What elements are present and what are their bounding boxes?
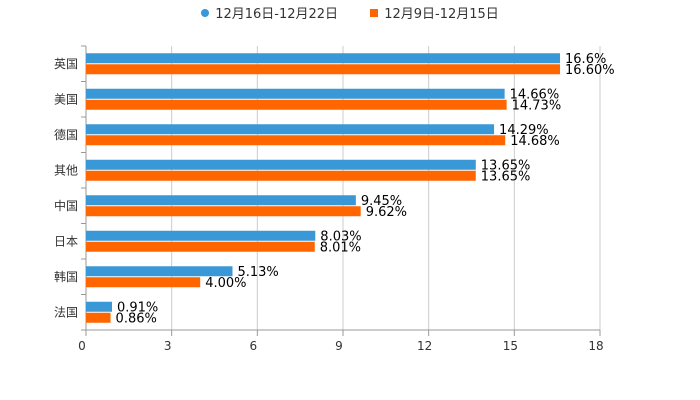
category-label: 英国: [54, 57, 78, 71]
data-label: 9.45%: [361, 194, 402, 209]
data-label: 14.66%: [510, 87, 560, 102]
bar-1: [86, 53, 561, 64]
category-label: 韩国: [54, 269, 78, 284]
bar-2: [86, 312, 111, 323]
data-label: 8.03%: [320, 229, 361, 244]
category-label: 其他: [54, 163, 78, 177]
bar-1: [86, 159, 476, 170]
category-label: 中国: [54, 198, 78, 213]
legend-item-series-1[interactable]: 12月16日-12月22日: [201, 3, 338, 22]
data-label: 9.62%: [366, 205, 407, 220]
x-tick-label: 18: [588, 339, 603, 353]
x-tick-label: 12: [417, 339, 432, 353]
data-label: 13.65%: [481, 169, 531, 184]
data-label: 14.73%: [512, 98, 562, 113]
data-label: 0.91%: [117, 300, 158, 315]
category-label: 日本: [54, 234, 78, 248]
legend-square-icon: [370, 8, 379, 17]
data-label: 5.13%: [237, 265, 278, 280]
data-label: 13.65%: [481, 158, 531, 173]
bar-2: [86, 241, 315, 252]
bar-2: [86, 135, 506, 146]
data-label: 16.6%: [565, 52, 606, 67]
bar-2: [86, 277, 201, 288]
category-label: 法国: [54, 305, 78, 319]
bar-1: [86, 124, 495, 135]
x-tick-label: 0: [78, 339, 86, 353]
bar-1: [86, 195, 356, 206]
legend-item-series-2[interactable]: 12月9日-12月15日: [370, 3, 499, 22]
bar-1: [86, 266, 233, 277]
data-label: 0.86%: [116, 311, 157, 326]
x-tick-label: 6: [250, 339, 258, 353]
legend-label-series-2: 12月9日-12月15日: [384, 7, 499, 22]
data-label: 16.60%: [565, 63, 615, 78]
data-label: 14.29%: [499, 123, 549, 138]
x-tick-label: 3: [164, 339, 172, 353]
x-tick-label: 15: [503, 339, 518, 353]
bar-2: [86, 99, 507, 110]
bar-1: [86, 230, 316, 241]
bar-2: [86, 206, 361, 217]
legend-label-series-1: 12月16日-12月22日: [215, 7, 339, 22]
bar-1: [86, 88, 505, 99]
legend-circle-icon: [201, 8, 210, 17]
x-tick-label: 9: [335, 339, 343, 353]
data-label: 14.68%: [510, 134, 560, 149]
chart-legend: 12月16日-12月22日 12月9日-12月15日: [0, 3, 700, 22]
bar-1: [86, 301, 112, 312]
category-label: 美国: [54, 92, 78, 106]
bar-2: [86, 170, 476, 181]
data-label: 8.01%: [320, 240, 361, 255]
bar-2: [86, 64, 561, 75]
category-label: 德国: [54, 127, 78, 142]
data-label: 4.00%: [205, 276, 246, 291]
